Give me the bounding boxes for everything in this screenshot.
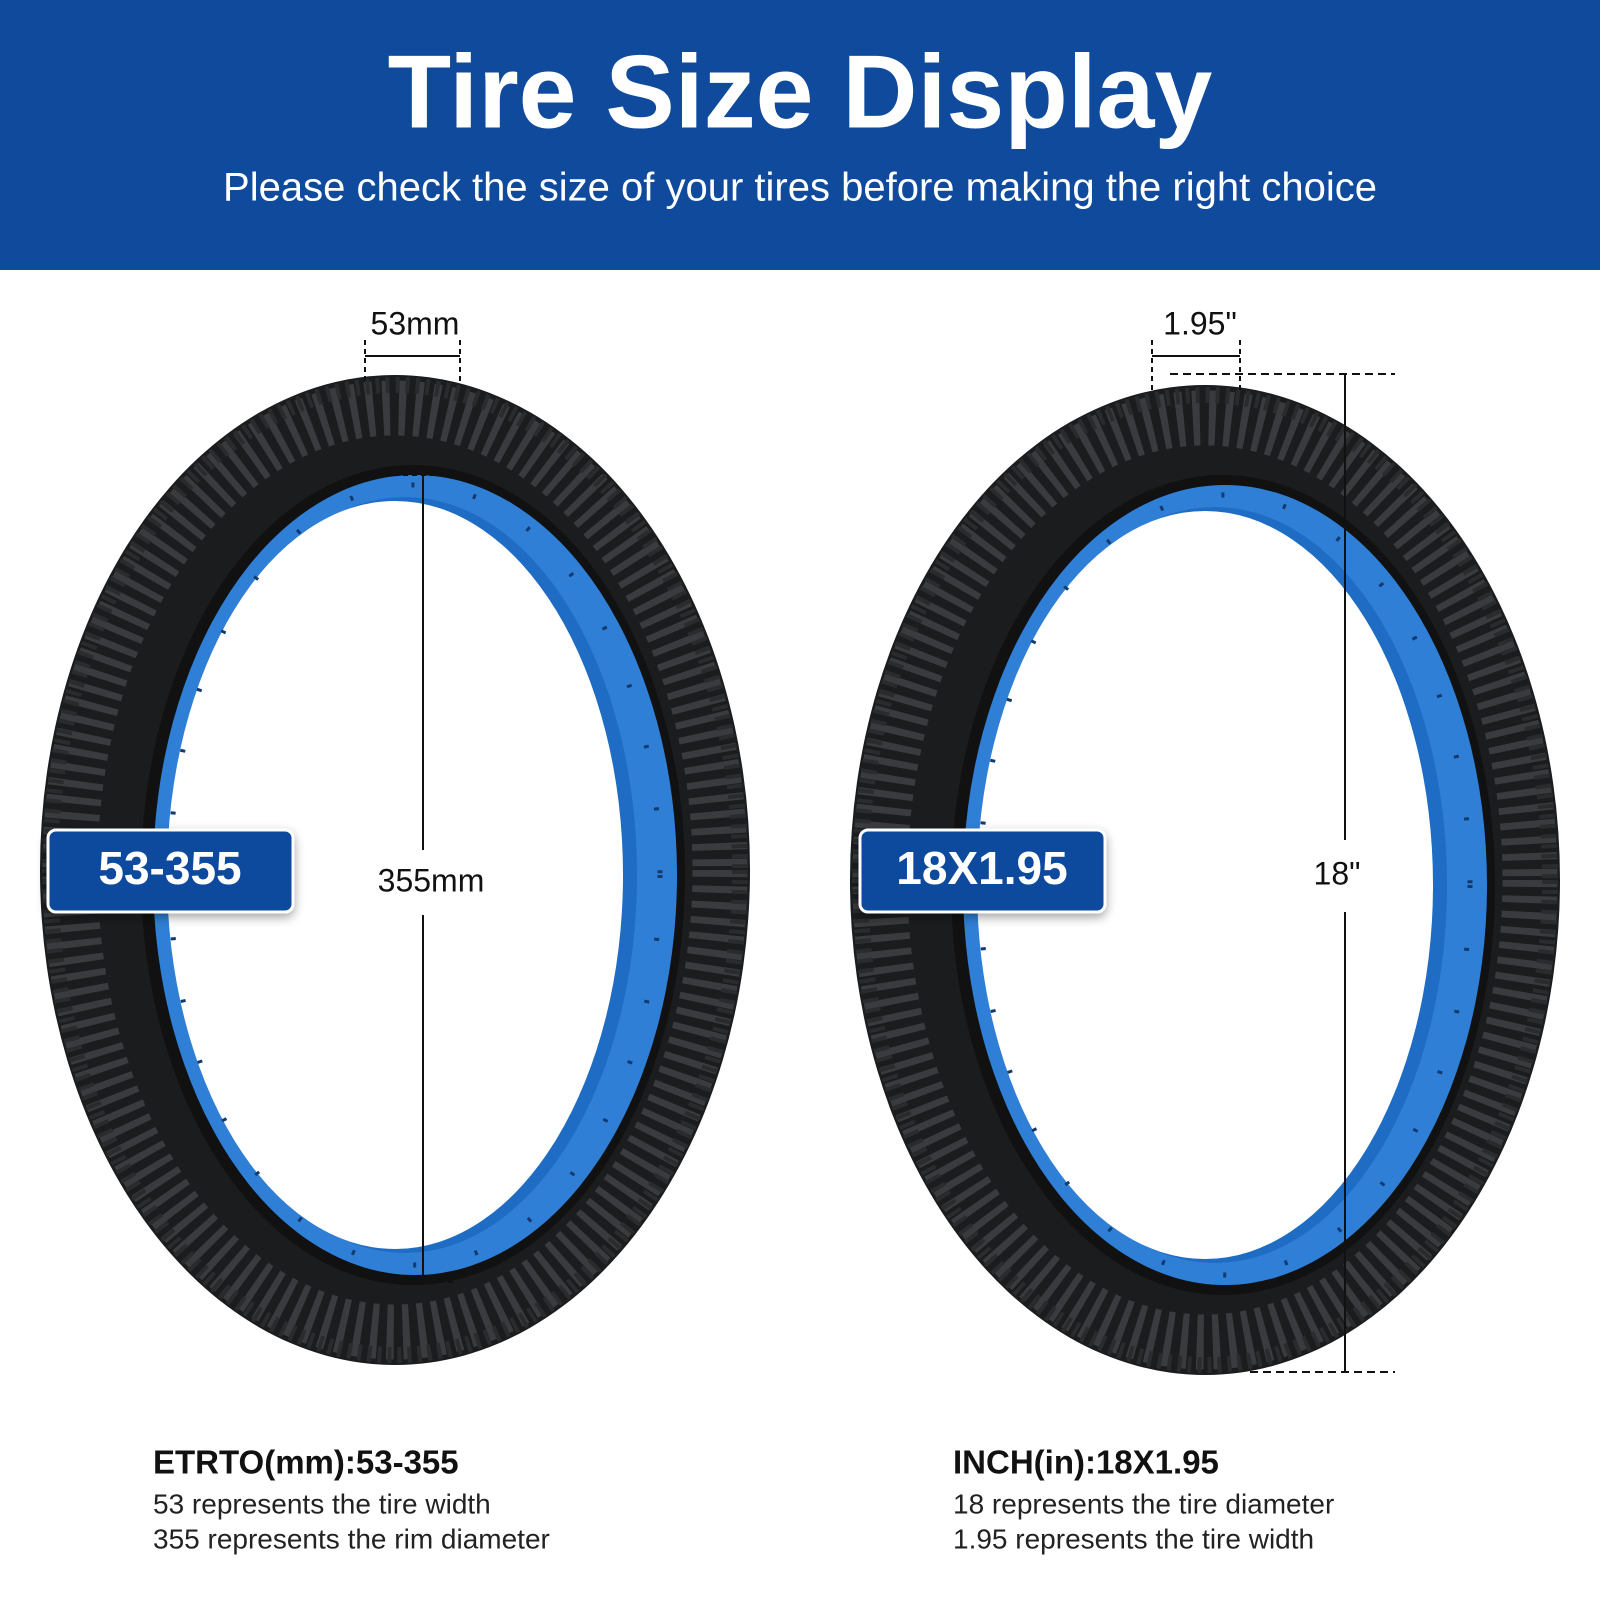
size-badge (46, 828, 295, 914)
description-line: 18 represents the tire diameter (953, 1488, 1334, 1519)
diameter-dimension (385, 474, 455, 1283)
size-badge (858, 828, 1107, 914)
description-line: 355 represents the rim diameter (153, 1523, 550, 1554)
diameter-dimension (1170, 373, 1395, 1373)
description-line: 53 represents the tire width (153, 1488, 491, 1519)
badge-text: 53-355 (98, 842, 241, 894)
header-band (0, 0, 1600, 270)
width-dimension (364, 340, 461, 385)
width-label: 1.95" (1163, 305, 1237, 341)
description-line: 1.95 represents the tire width (953, 1523, 1314, 1554)
diameter-label: 18" (1314, 855, 1361, 891)
panel-heading: INCH(in):18X1.95 (953, 1444, 1219, 1481)
title: Tire Size Display (388, 34, 1213, 150)
panel-heading: ETRTO(mm):53-355 (153, 1444, 459, 1481)
diameter-label: 355mm (378, 862, 485, 898)
badge-text: 18X1.95 (896, 842, 1067, 894)
width-dimension (1151, 340, 1241, 390)
width-label: 53mm (371, 305, 460, 341)
subtitle: Please check the size of your tires befo… (223, 166, 1377, 210)
